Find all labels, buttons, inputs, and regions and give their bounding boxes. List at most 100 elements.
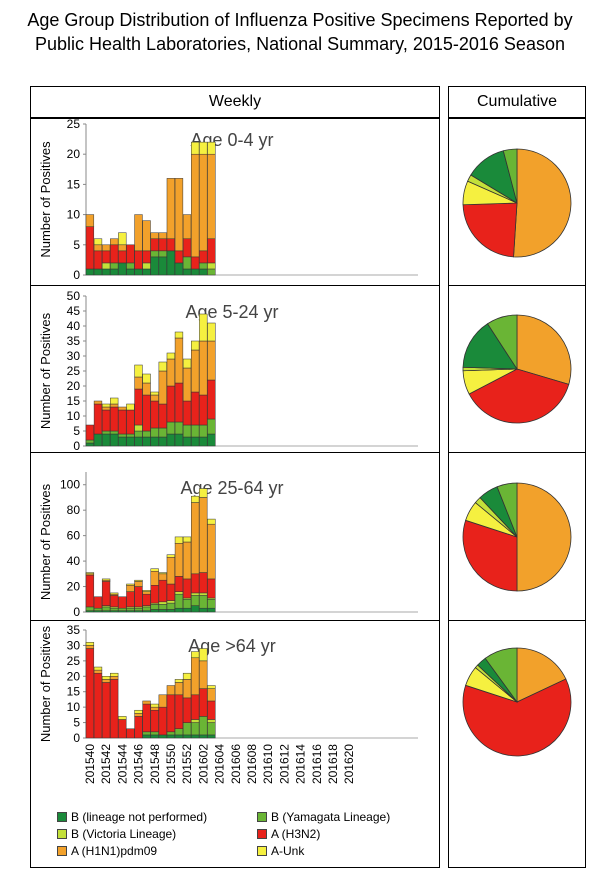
bar-segment (142, 268, 151, 276)
bar-segment (174, 536, 184, 544)
bar-segment (134, 436, 143, 447)
bar-segment (150, 706, 159, 711)
pie-slice (516, 647, 567, 703)
pie-slice (516, 482, 572, 592)
bar-segment (126, 403, 135, 411)
bar-segment (207, 518, 216, 525)
legend-label: A (H3N2) (271, 827, 321, 841)
bar-segment (110, 397, 119, 405)
bar-segment (182, 536, 192, 543)
bar-segment (101, 679, 111, 683)
y-tick-label: 30 (67, 638, 81, 652)
bar-segment (118, 244, 127, 252)
bar-segment (85, 642, 95, 646)
pie-slice (502, 148, 518, 204)
bar-segment (85, 572, 95, 575)
legend-item: B (Victoria Lineage) (57, 827, 176, 841)
bar-segment (207, 607, 216, 613)
bar-segment (93, 244, 103, 252)
bar-segment (158, 427, 167, 438)
bar-segment (174, 433, 184, 447)
bar-segment (142, 703, 151, 733)
bar-segment (142, 250, 151, 264)
bar-segment (142, 700, 151, 705)
x-tick-label: 201540 (83, 744, 97, 784)
x-tick-label: 201618 (326, 744, 340, 784)
y-tick-label: 0 (73, 439, 80, 453)
legend-item: A (H1N1)pdm09 (57, 844, 157, 858)
bar-segment (199, 607, 208, 613)
bar-segment (85, 442, 95, 447)
bar-segment (85, 214, 95, 227)
legend-item: B (lineage not performed) (57, 810, 207, 824)
legend-label: B (lineage not performed) (71, 810, 208, 824)
bar-segment (142, 593, 151, 606)
bar-segment (191, 595, 200, 606)
bar-segment (126, 268, 135, 276)
bar-segment (110, 592, 119, 595)
pie-slice (468, 368, 570, 424)
bar-segment (134, 581, 143, 587)
pie-slice (516, 314, 572, 385)
bar-segment (118, 409, 127, 435)
bar-segment (126, 607, 135, 611)
bar-segment (182, 238, 192, 258)
bar-segment (191, 349, 200, 393)
y-tick-label: 5 (73, 424, 80, 438)
bar-segment (150, 709, 159, 733)
bar-segment (182, 256, 192, 270)
y-axis-title: Number of Positives (38, 483, 53, 600)
bar-segment (134, 250, 143, 270)
bar-segment (142, 382, 151, 396)
y-tick-label: 45 (67, 304, 81, 318)
y-tick-label: 40 (67, 319, 81, 333)
bar-segment (158, 370, 167, 405)
pie-slice (462, 519, 518, 592)
y-axis-title: Number of Positives (38, 625, 53, 742)
bar-segment (134, 716, 143, 739)
bar-segment (174, 607, 184, 613)
bar-segment (142, 394, 151, 432)
bar-segment (118, 436, 127, 447)
y-axis-title: Number of Positives (38, 312, 53, 429)
bar-segment (110, 238, 119, 246)
bar-segment (199, 250, 208, 264)
bar-segment (150, 436, 159, 447)
bar-segment (191, 722, 200, 736)
x-tick-label: 201552 (180, 744, 194, 784)
bar-segment (191, 651, 200, 659)
bar-segment (199, 572, 208, 594)
bar-segment (158, 579, 167, 603)
bar-segment (158, 256, 167, 276)
bar-segment (207, 379, 216, 420)
bar-segment (182, 268, 192, 276)
bar-segment (110, 595, 119, 608)
x-tick-label: 201614 (294, 744, 308, 784)
bar-segment (101, 262, 111, 270)
bar-segment (166, 609, 176, 613)
bar-segment (134, 214, 143, 252)
bar-segment (166, 250, 176, 276)
bar-segment (93, 672, 103, 739)
bar-segment (191, 141, 200, 155)
legend-item: B (Yamagata Lineage) (257, 810, 390, 824)
y-tick-label: 15 (67, 394, 81, 408)
bar-segment (142, 436, 151, 447)
title-line-1: Age Group Distribution of Influenza Posi… (27, 10, 573, 30)
bar-segment (207, 418, 216, 435)
weekly-divider (30, 452, 440, 453)
bar-segment (182, 734, 192, 739)
bar-segment (199, 660, 208, 689)
x-tick-label: 201602 (196, 744, 210, 784)
bar-segment (110, 433, 119, 447)
y-tick-label: 25 (67, 117, 81, 131)
bar-segment (134, 607, 143, 611)
y-tick-label: 20 (67, 147, 81, 161)
bar-segment (207, 433, 216, 447)
bar-segment (182, 607, 192, 613)
bar-segment (158, 572, 167, 575)
bar-segment (158, 403, 167, 429)
bar-segment (191, 436, 200, 447)
bar-segment (182, 436, 192, 447)
bar-segment (182, 424, 192, 438)
